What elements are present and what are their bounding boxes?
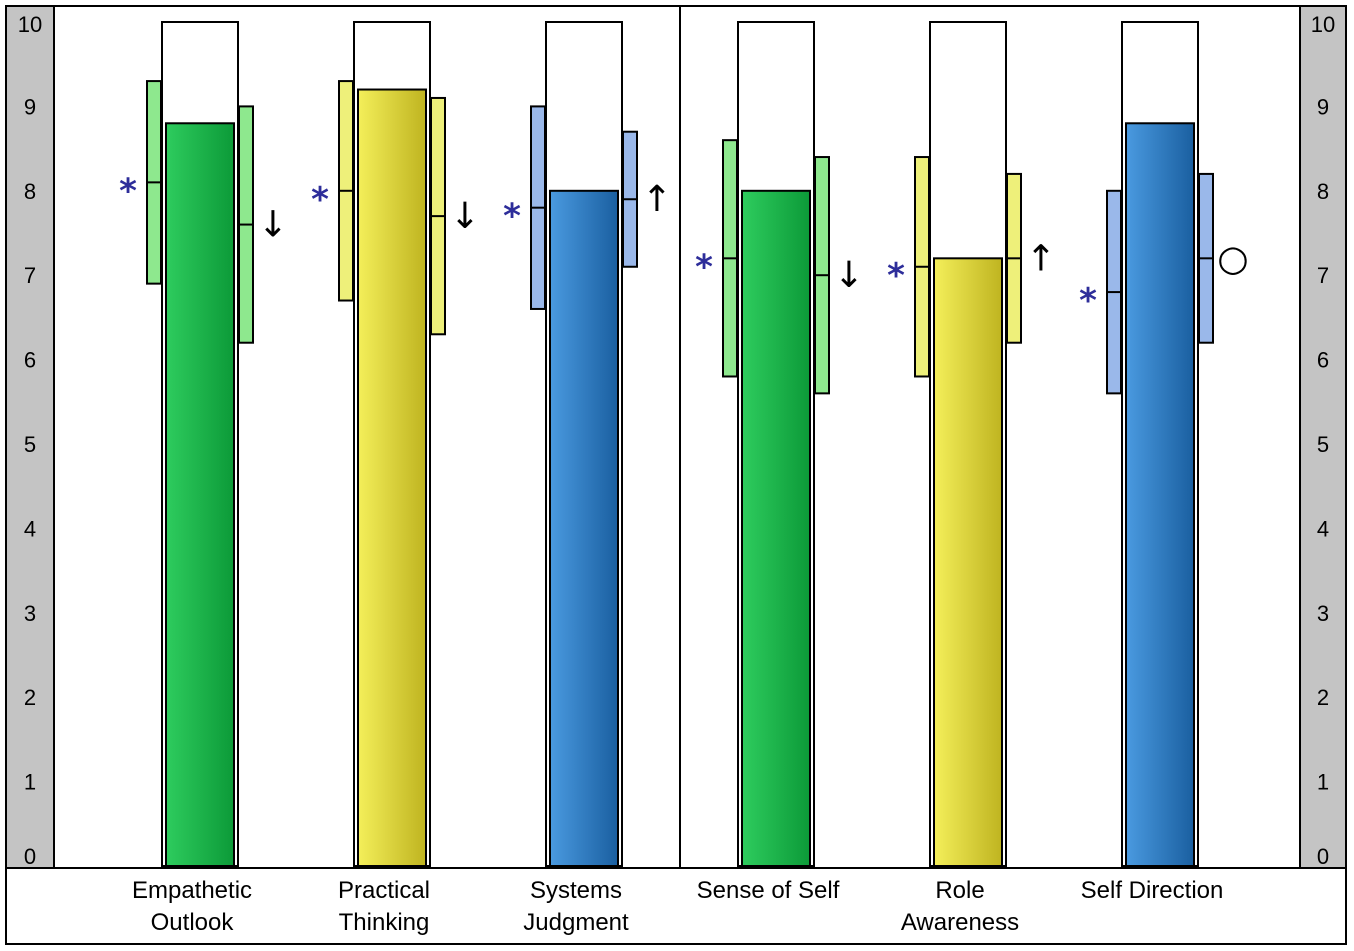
star-marker: * (1079, 281, 1097, 321)
y-tick-label-right: 10 (1311, 12, 1335, 37)
category-label: Awareness (901, 909, 1019, 936)
y-tick-label-left: 7 (24, 263, 36, 288)
category-labels: Empathetic Outlook Practical Thinking System… (132, 877, 1223, 936)
y-tick-label-right: 8 (1317, 179, 1329, 204)
star-marker: * (119, 171, 137, 211)
score-bar (741, 189, 811, 868)
y-tick-label-left: 6 (24, 348, 36, 373)
y-tick-label-left: 5 (24, 432, 36, 457)
left-axis-panel (5, 5, 55, 869)
y-tick-label-right: 7 (1317, 263, 1329, 288)
y-tick-label-left: 2 (24, 685, 36, 710)
right-axis-ticks: 0 1 2 3 4 5 6 7 8 9 10 (1311, 12, 1335, 869)
trend-marker: ↑ (642, 179, 672, 220)
y-tick-label-right: 0 (1317, 844, 1329, 869)
trend-marker: ↓ (450, 196, 480, 237)
left-axis-ticks: 0 1 2 3 4 5 6 7 8 9 10 (18, 12, 42, 869)
y-tick-label-right: 2 (1317, 685, 1329, 710)
category-label: Sense of Self (697, 877, 840, 904)
y-tick-label-right: 1 (1317, 770, 1329, 795)
chart-marks: * ↓ * ↓ * ↑ * ↓ * ↑ * ○ (119, 21, 1249, 868)
y-tick-label-left: 0 (24, 844, 36, 869)
y-tick-label-left: 9 (24, 94, 36, 119)
y-tick-label-right: 5 (1317, 432, 1329, 457)
star-marker: * (311, 180, 329, 220)
category-label: Thinking (339, 909, 430, 936)
category-label: Practical (338, 877, 430, 904)
trend-marker: ○ (1217, 238, 1248, 279)
category-label: Empathetic (132, 877, 252, 904)
star-marker: * (503, 197, 521, 237)
y-tick-label-right: 4 (1317, 516, 1329, 541)
score-bar (165, 122, 235, 867)
category-label: Self Direction (1081, 877, 1224, 904)
trend-marker: ↓ (834, 255, 864, 296)
score-bar (549, 189, 619, 868)
score-bar (933, 257, 1003, 867)
category-label: Outlook (151, 909, 235, 936)
score-bar (1125, 122, 1195, 867)
star-marker: * (887, 256, 905, 296)
category-label: Role (935, 877, 984, 904)
y-tick-label-left: 4 (24, 516, 36, 541)
trend-marker: ↓ (258, 205, 288, 246)
star-marker: * (695, 247, 713, 287)
y-tick-label-right: 3 (1317, 601, 1329, 626)
y-tick-label-left: 8 (24, 179, 36, 204)
y-tick-label-right: 9 (1317, 94, 1329, 119)
category-label: Judgment (523, 909, 629, 936)
y-tick-label-left: 3 (24, 601, 36, 626)
y-tick-label-left: 10 (18, 12, 42, 37)
y-tick-label-right: 6 (1317, 348, 1329, 373)
score-bar (357, 88, 427, 867)
trend-marker: ↑ (1026, 238, 1056, 279)
category-label: Systems (530, 877, 622, 904)
y-tick-label-left: 1 (24, 770, 36, 795)
